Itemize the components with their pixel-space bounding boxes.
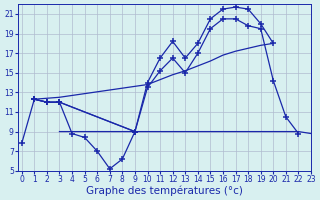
X-axis label: Graphe des températures (°c): Graphe des températures (°c) — [86, 185, 243, 196]
